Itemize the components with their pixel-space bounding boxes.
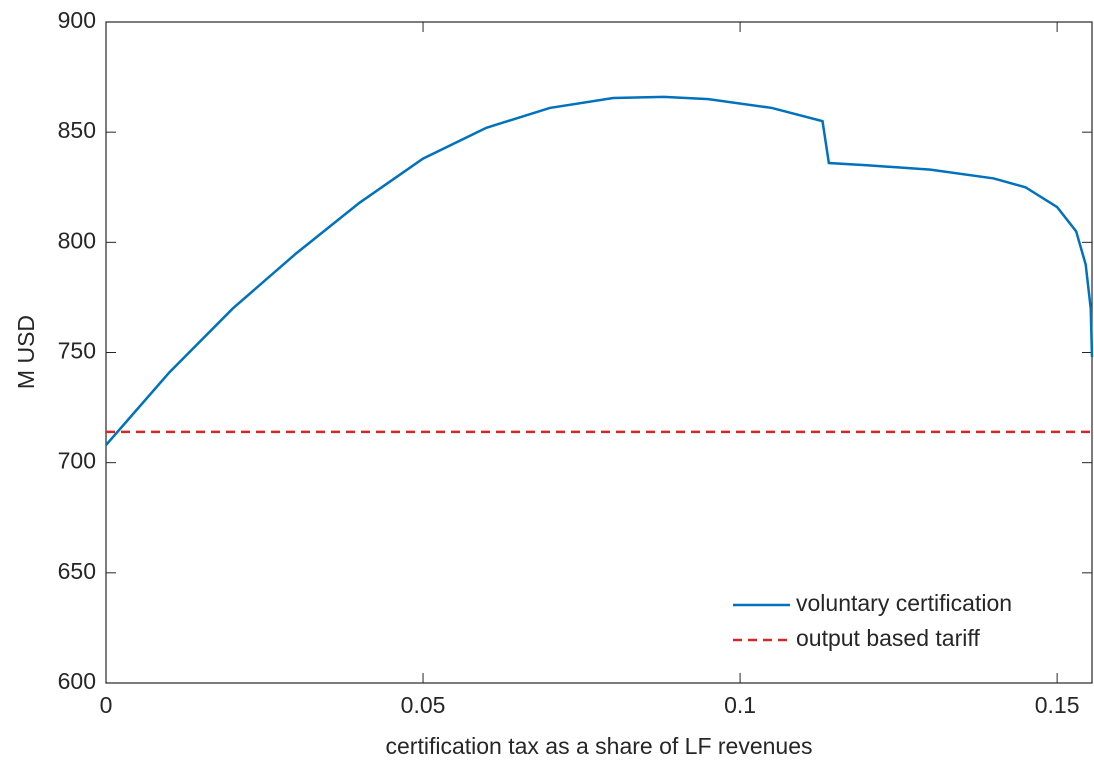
x-axis-label: certification tax as a share of LF reven… [386, 733, 813, 759]
y-tick-label: 850 [58, 117, 96, 143]
y-tick-label: 600 [58, 668, 96, 694]
y-tick-label: 900 [58, 7, 96, 33]
data-line [105, 95, 1094, 446]
axes-box [105, 21, 1093, 684]
legend-label: output based tariff [796, 625, 980, 651]
x-tick-label: 0.15 [1035, 692, 1080, 718]
x-tick-label: 0 [100, 692, 113, 718]
y-tick-label: 800 [58, 227, 96, 253]
legend-label: voluntary certification [796, 590, 1012, 616]
y-tick-label: 750 [58, 338, 96, 364]
y-axis-label: M USD [13, 315, 39, 389]
y-tick-label: 700 [58, 448, 96, 474]
y-tick-label: 650 [58, 558, 96, 584]
x-tick-label: 0.05 [401, 692, 446, 718]
x-tick-label: 0.1 [724, 692, 756, 718]
